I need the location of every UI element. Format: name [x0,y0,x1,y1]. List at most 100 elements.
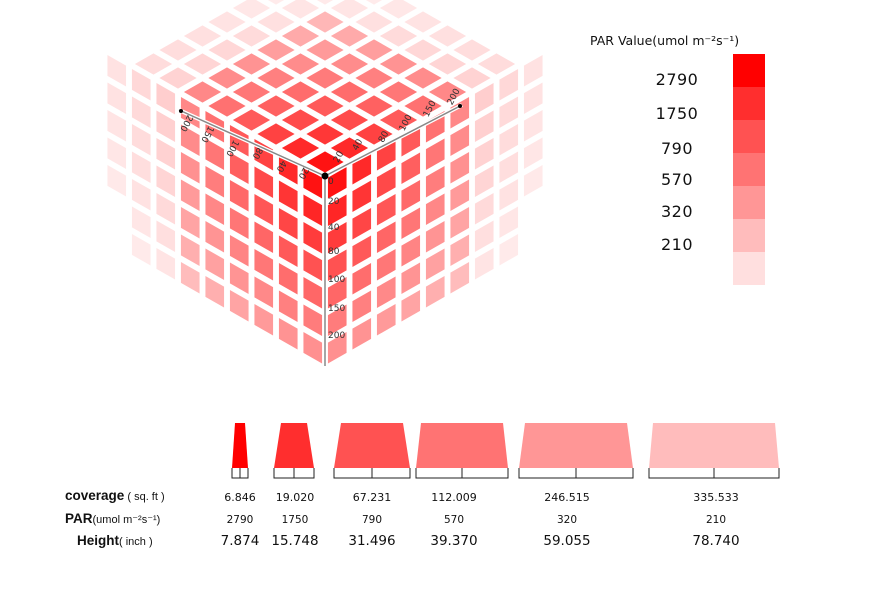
cube-top-tile [208,67,246,89]
cube-left-tile [254,166,274,199]
cube-right-tile [474,220,494,253]
cube-right-tile [474,110,494,143]
legend-swatch [733,153,765,186]
coverage-cell: 19.020 [275,491,315,504]
coverage-cell: 67.231 [352,491,392,504]
legend-swatch [733,252,765,285]
cube-right-tile [352,262,372,295]
legend-value-570: 570 [660,170,694,189]
coverage-row-label: coverage ( sq. ft ) [65,488,165,503]
left-axis-label: 200 [177,113,194,133]
coverage-trapezoid [274,423,314,468]
cube-right-tile [499,178,519,211]
left-axis-label: 20 [296,166,310,181]
legend-swatch [733,186,765,219]
cube-right-tile [352,317,372,350]
cube-top-tile [183,25,222,47]
legend-value-320: 320 [660,202,694,221]
cube-right-tile [327,221,347,254]
legend-swatch [733,54,765,87]
cube-left-tile [229,152,249,185]
cube-left-tile [131,96,151,129]
height-cell: 31.496 [348,533,396,549]
cube-top-tile [183,53,222,75]
cube-right-tile [401,289,421,322]
height-row-label: Height( inch ) [77,533,153,548]
cube-left-tile [107,82,127,115]
cube-top-tile [428,25,467,47]
cube-left-tile [303,166,323,199]
coverage-trapezoid [416,423,508,468]
cube-right-tile [327,194,347,227]
cube-right-tile [425,138,445,171]
cube-top-tile [281,0,320,19]
cube-top-tile [404,39,442,61]
cube-right-tile [401,124,421,157]
coverage-trapezoid [232,423,248,468]
par-cell: 320 [556,514,578,526]
cube-top-tile [404,95,442,117]
cube-left-tile [254,276,274,309]
cube-left-tile [278,317,298,350]
cube-right-tile [376,248,396,281]
cube-right-tile [327,331,347,364]
cube-right-tile [450,206,470,239]
cube-left-tile [278,262,298,295]
cube-right-tile [474,247,494,280]
cube-right-tile [450,234,470,267]
cube-left-tile [107,109,127,142]
height-cell: 15.748 [271,533,319,549]
cube-right-tile [401,207,421,240]
cube-right-tile [376,138,396,171]
cube-left-tile [156,192,176,225]
left-axis-label: 80 [250,146,264,161]
cube-right-tile [327,166,347,199]
cube-right-tile [327,249,347,282]
cube-right-tile [352,290,372,323]
cube-left-tile [229,207,249,240]
par-cell: 2790 [226,514,254,526]
cube-top-tile [208,11,246,33]
height-cell: 78.740 [692,533,740,549]
cube-top-tile [306,11,344,33]
cube-right-tile [401,152,421,185]
cube-top-tile [379,109,418,131]
cube-left-tile [205,193,225,226]
cube-right-tile [376,166,396,199]
cube-tiles [107,0,543,364]
cube-left-tile [303,221,323,254]
cube-top-tile [159,39,197,61]
cube-top-tile [232,109,271,131]
left-axis-label: 100 [223,138,240,158]
cube-right-tile [499,233,519,266]
cube-left-tile [205,165,225,198]
cube-left-tile [278,152,298,185]
cube-right-tile [352,152,372,185]
legend-swatch [733,219,765,252]
cube-right-tile [352,207,372,240]
cube-top-tile [306,67,344,89]
cube-top-tile [134,53,173,75]
cube-right-tile [352,180,372,213]
cube-top-tile [257,123,295,145]
cube-right-tile [327,304,347,337]
cube-top-tile [453,39,491,61]
cube-left-tile [107,137,127,170]
cube-right-tile [499,151,519,184]
legend-value-2790: 2790 [655,70,699,89]
cube-top-tile [257,39,295,61]
cube-left-tile [278,207,298,240]
cube-left-tile [229,234,249,267]
cube-top-tile [379,25,418,47]
cube-left-tile [131,206,151,239]
par-cell: 210 [705,514,727,526]
cube-top-tile [355,95,393,117]
cube-top-tile [453,67,491,89]
coverage-cell: 6.846 [224,491,256,504]
vertical-axis-label: 100 [328,275,345,285]
par-legend: PAR Value(umol m⁻²s⁻¹) 2790 1750 790 570… [580,30,780,300]
coverage-trapezoid [649,423,779,468]
cube-left-tile [131,68,151,101]
cube-right-tile [376,276,396,309]
cube-right-tile [401,234,421,267]
